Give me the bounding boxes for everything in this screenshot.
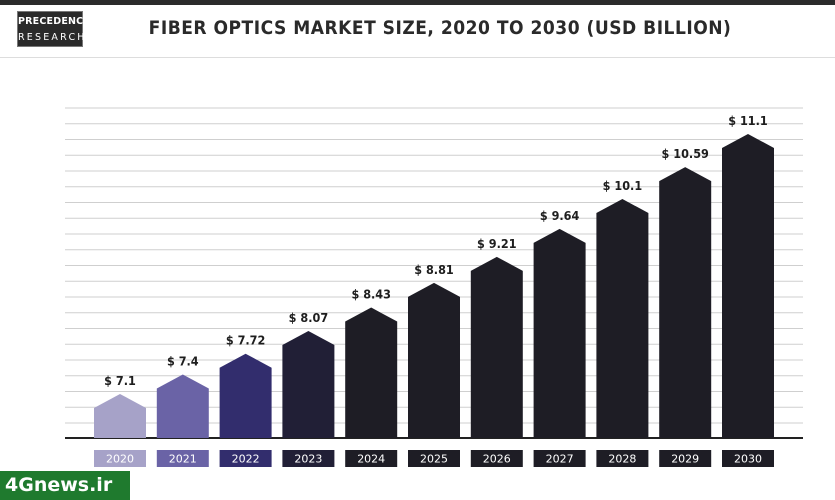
bar-2022 bbox=[219, 353, 272, 438]
chart-title: FIBER OPTICS MARKET SIZE, 2020 TO 2030 (… bbox=[148, 17, 732, 39]
top-strip bbox=[0, 0, 835, 5]
bar-2029 bbox=[659, 167, 712, 438]
year-label-2025: 2025 bbox=[420, 453, 448, 466]
value-label-2029: $ 10.59 bbox=[662, 146, 709, 161]
year-label-2021: 2021 bbox=[169, 453, 197, 466]
year-label-2030: 2030 bbox=[734, 453, 762, 466]
brand-logo-line2: RESEARCH bbox=[18, 31, 87, 43]
year-box-2021 bbox=[156, 450, 209, 467]
bar-2024 bbox=[345, 307, 398, 438]
bar-2028 bbox=[596, 199, 649, 438]
bar-2026 bbox=[470, 256, 523, 438]
brand-logo-line1: PRECEDENCE bbox=[18, 16, 91, 27]
value-label-2026: $ 9.21 bbox=[477, 236, 517, 251]
bar-2030 bbox=[722, 134, 774, 438]
year-label-2026: 2026 bbox=[483, 453, 511, 466]
bar-2021 bbox=[156, 374, 209, 438]
value-label-2027: $ 9.64 bbox=[540, 208, 580, 223]
year-label-2024: 2024 bbox=[357, 453, 385, 466]
value-label-2022: $ 7.72 bbox=[226, 333, 265, 348]
year-box-2027 bbox=[533, 450, 586, 467]
value-label-2024: $ 8.43 bbox=[351, 287, 390, 302]
value-label-2020: $ 7.1 bbox=[104, 373, 136, 388]
year-box-2023 bbox=[282, 450, 335, 467]
value-label-2023: $ 8.07 bbox=[289, 310, 328, 325]
year-box-2029 bbox=[659, 450, 712, 467]
year-box-2030 bbox=[722, 450, 774, 467]
year-box-2026 bbox=[470, 450, 523, 467]
bar-2027 bbox=[533, 228, 586, 438]
brand-logo: PRECEDENCE RESEARCH bbox=[17, 11, 91, 47]
year-box-2022 bbox=[219, 450, 272, 467]
year-box-2024 bbox=[345, 450, 398, 467]
year-label-2028: 2028 bbox=[608, 453, 636, 466]
year-label-2029: 2029 bbox=[671, 453, 699, 466]
year-label-2023: 2023 bbox=[294, 453, 322, 466]
year-label-2027: 2027 bbox=[546, 453, 574, 466]
year-box-2028 bbox=[596, 450, 649, 467]
year-box-2020 bbox=[94, 450, 146, 467]
value-labels: $ 7.1 $ 7.4 $ 7.72 $ 8.07 $ 8.43 $ 8.81 $ 9.21… bbox=[104, 113, 768, 388]
watermark: 4Gnews.ir bbox=[0, 471, 130, 500]
year-labels: 2020 2021 2022 2023 2024 2025 2026 2027 2028 2029… bbox=[94, 450, 774, 467]
year-box-2025 bbox=[408, 450, 460, 467]
bar-2020 bbox=[94, 394, 146, 438]
year-label-2022: 2022 bbox=[232, 453, 260, 466]
value-label-2021: $ 7.4 bbox=[167, 354, 199, 369]
year-label-2020: 2020 bbox=[106, 453, 134, 466]
bars bbox=[94, 134, 774, 438]
title-divider bbox=[0, 57, 835, 58]
value-label-2025: $ 8.81 bbox=[414, 262, 454, 277]
value-label-2028: $ 10.1 bbox=[603, 178, 643, 193]
value-label-2030: $ 11.1 bbox=[728, 113, 768, 128]
bar-2023 bbox=[282, 330, 335, 438]
bar-2025 bbox=[408, 282, 460, 438]
